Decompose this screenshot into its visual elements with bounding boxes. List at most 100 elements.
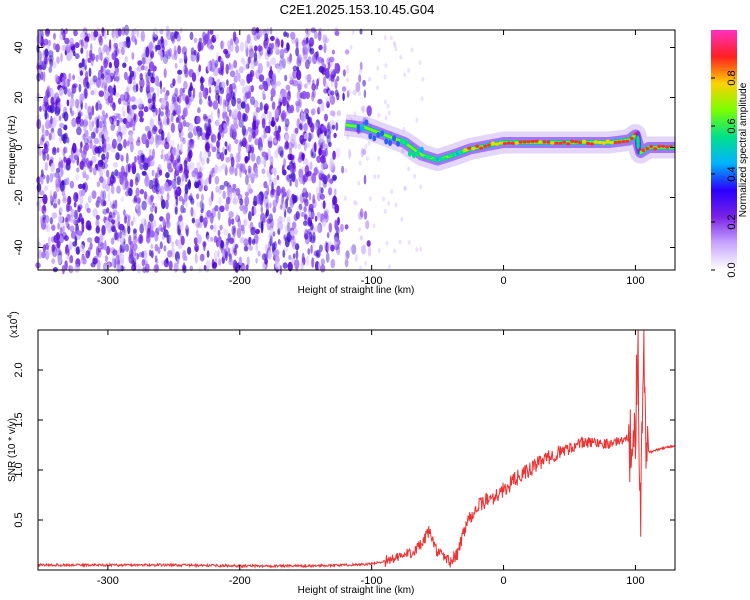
noise-blob [279, 204, 283, 210]
noise-blob [278, 65, 283, 71]
noise-blob [190, 141, 195, 149]
noise-blob [60, 27, 64, 36]
noise-blob [250, 229, 255, 235]
noise-blob [169, 234, 172, 244]
noise-blob [329, 161, 334, 171]
noise-blob [210, 111, 214, 118]
noise-blob [241, 166, 246, 174]
snr-x-tick-label: -300 [97, 575, 119, 587]
noise-blob [141, 57, 146, 65]
noise-blob [114, 116, 118, 122]
noise-blob [133, 114, 137, 122]
noise-blob [244, 196, 250, 207]
noise-blob [138, 234, 144, 244]
noise-blob [247, 56, 252, 64]
signal-hotspot [582, 139, 586, 143]
noise-blob [96, 196, 101, 204]
noise-blob [232, 31, 237, 42]
spectrogram-x-tick-label: 100 [626, 275, 644, 287]
noise-blob [163, 229, 169, 238]
noise-blob [220, 60, 225, 72]
noise-blob [188, 87, 192, 98]
noise-blob [238, 118, 244, 128]
noise-blob [180, 142, 183, 153]
snr-y-label: SNR (10 * v/v) [7, 418, 18, 482]
noise-blob [333, 188, 337, 196]
noise-blob [95, 54, 99, 62]
noise-blob [141, 258, 146, 267]
noise-blob [70, 110, 75, 117]
noise-blob [161, 130, 165, 141]
noise-blob [84, 142, 90, 152]
noise-blob [74, 42, 80, 49]
noise-speck [358, 68, 362, 74]
noise-blob [127, 163, 131, 173]
noise-blob [78, 190, 83, 197]
noise-blob [323, 162, 327, 169]
noise-blob [331, 80, 334, 88]
noise-blob [301, 252, 305, 264]
noise-blob [98, 233, 104, 244]
noise-blob [165, 49, 172, 60]
noise-blob [201, 157, 205, 166]
noise-blob [204, 33, 209, 44]
noise-blob [101, 48, 106, 55]
noise-blob [224, 141, 228, 147]
noise-blob [332, 195, 338, 206]
noise-blob [110, 123, 115, 131]
noise-blob [334, 62, 338, 73]
noise-blob [244, 191, 249, 197]
noise-blob [103, 58, 108, 69]
noise-blob [234, 167, 238, 177]
noise-speck [392, 40, 396, 46]
noise-blob [286, 216, 291, 225]
noise-blob [112, 249, 118, 256]
noise-blob [259, 146, 263, 154]
noise-blob [242, 204, 248, 215]
noise-blob [184, 96, 190, 105]
noise-blob [317, 192, 321, 202]
noise-blob [225, 63, 229, 75]
noise-blob [59, 227, 63, 237]
noise-speck [393, 248, 397, 254]
noise-blob [49, 104, 55, 114]
noise-blob [277, 144, 281, 151]
snr-panel: -300 -200 -100 0 100 0.5 1.0 1.5 2.0 Height of … [7, 311, 676, 596]
noise-blob [307, 248, 311, 255]
noise-blob [88, 67, 92, 77]
snr-x-label: Height of straight line (km) [298, 585, 415, 596]
noise-speck [400, 216, 404, 222]
noise-blob [153, 34, 159, 41]
noise-blob [99, 176, 104, 184]
noise-blob [66, 157, 72, 166]
noise-blob [43, 185, 49, 191]
noise-blob [316, 155, 322, 163]
signal-hotspot [372, 135, 377, 142]
noise-blob [153, 97, 156, 104]
noise-blob [282, 201, 286, 213]
noise-blob [57, 102, 63, 108]
noise-blob [87, 195, 92, 204]
noise-blob [78, 62, 83, 69]
noise-blob [95, 214, 100, 221]
noise-blob [205, 120, 209, 127]
noise-blob [268, 136, 273, 142]
noise-speck [418, 60, 422, 66]
noise-blob [258, 74, 265, 82]
noise-blob [123, 71, 128, 81]
noise-blob [48, 132, 52, 141]
noise-blob [216, 140, 220, 149]
noise-blob [365, 220, 370, 230]
noise-blob [136, 202, 139, 210]
svg-text:(x104): (x104) [7, 311, 20, 338]
noise-blob [217, 132, 221, 141]
noise-blob [227, 40, 232, 49]
noise-blob [262, 81, 268, 90]
noise-blob [170, 246, 175, 258]
noise-blob [119, 94, 125, 101]
spectrogram-y-tick-label: 20 [13, 91, 25, 103]
noise-blob [322, 34, 328, 45]
noise-blob [289, 154, 295, 161]
noise-blob [165, 101, 169, 110]
